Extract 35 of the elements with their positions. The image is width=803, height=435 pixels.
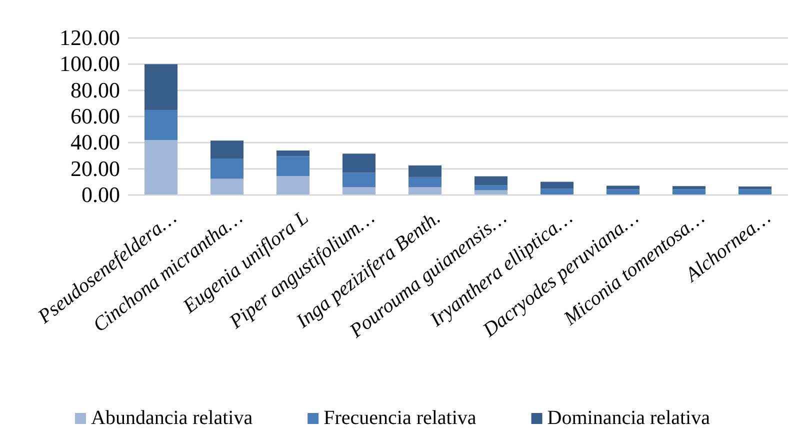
legend-label: Abundancia relativa [91, 407, 253, 429]
bar [738, 189, 772, 195]
bar [606, 189, 640, 195]
y-tick-label: 20.00 [70, 156, 120, 181]
bar [738, 186, 772, 190]
bar [474, 185, 508, 190]
y-tick-label: 120.00 [60, 25, 120, 50]
bar [276, 156, 310, 176]
bar [144, 140, 178, 195]
bar [144, 64, 178, 110]
bar [408, 176, 442, 188]
bar [606, 186, 640, 190]
y-tick-label: 0.00 [82, 182, 120, 208]
bar [342, 154, 376, 173]
y-tick-label: 60.00 [70, 104, 120, 129]
legend-label: Frecuencia relativa [324, 407, 476, 429]
bar [342, 172, 376, 188]
bar [408, 187, 442, 195]
bar [342, 187, 376, 195]
bar [474, 176, 508, 186]
bar [672, 189, 706, 195]
bar [144, 110, 178, 140]
bar [540, 182, 574, 189]
bar [672, 186, 706, 190]
bar [540, 188, 574, 195]
y-tick-label: 100.00 [60, 51, 120, 76]
bar [210, 158, 244, 179]
legend-label: Dominancia relativa [547, 407, 710, 429]
bar [276, 150, 310, 156]
bar [276, 176, 310, 195]
y-tick-label: 40.00 [70, 130, 120, 155]
bar [210, 178, 244, 195]
bar [210, 140, 244, 159]
y-tick-label: 80.00 [70, 77, 120, 102]
bar [408, 165, 442, 177]
